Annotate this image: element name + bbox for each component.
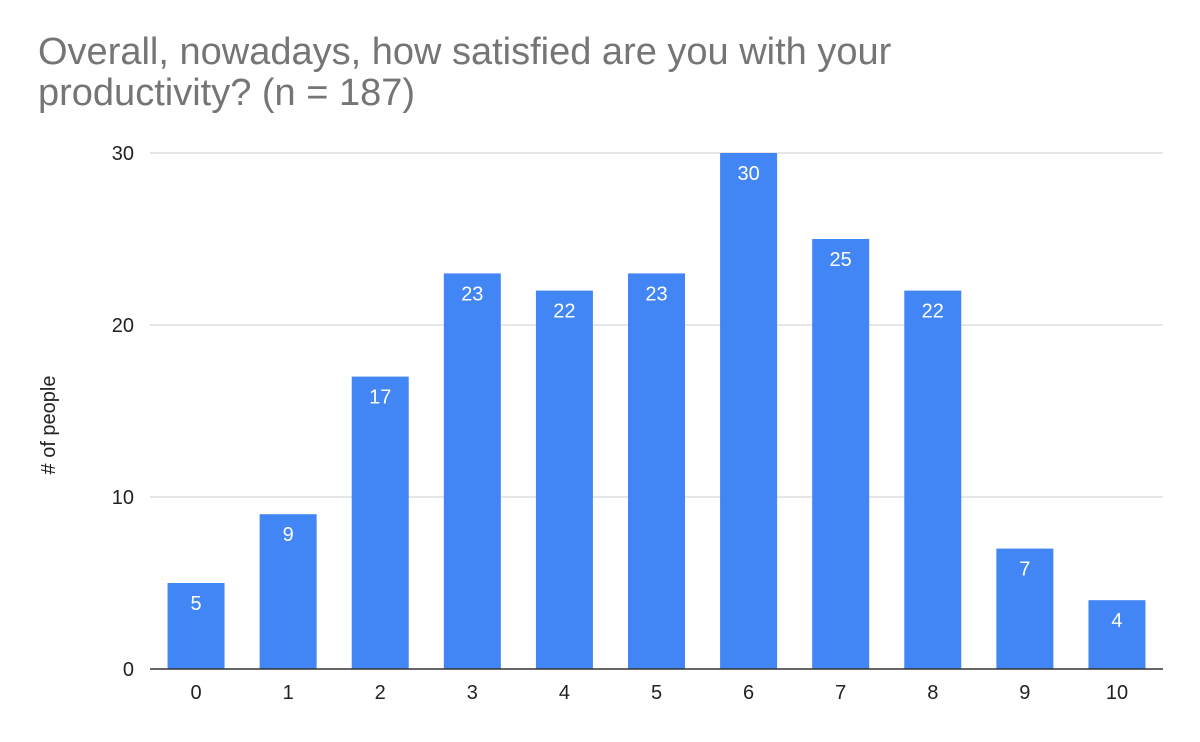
bar-data-label: 25 (830, 249, 852, 271)
x-tick-label: 10 (1106, 682, 1128, 704)
bar (443, 273, 501, 669)
bar (259, 514, 317, 669)
bar-data-label: 7 (1019, 559, 1030, 581)
bar-data-label: 4 (1111, 610, 1122, 632)
x-tick-label: 6 (743, 682, 754, 704)
bar (628, 273, 685, 669)
bar-data-label: 30 (737, 163, 759, 185)
bar (1088, 600, 1146, 669)
y-tick-label: 10 (112, 487, 134, 509)
x-tick-label: 9 (1019, 682, 1030, 704)
bar (720, 153, 778, 669)
bar (351, 376, 409, 669)
y-tick-label: 30 (112, 143, 134, 165)
x-tick-label: 8 (927, 682, 938, 704)
x-tick-label: 7 (835, 682, 846, 704)
x-tick-label: 5 (651, 682, 662, 704)
bar-data-label: 22 (922, 301, 944, 323)
chart-title: Overall, nowadays, how satisfied are you… (38, 31, 892, 114)
bar-data-label: 5 (190, 593, 201, 615)
x-tick-label: 3 (467, 682, 478, 704)
bar (996, 548, 1054, 669)
bar (812, 239, 870, 669)
x-tick-label: 2 (375, 682, 386, 704)
x-tick-label: 1 (283, 682, 294, 704)
bar (167, 583, 225, 669)
y-tick-label: 0 (123, 659, 134, 681)
y-axis-ticks: 0 10 20 30 (112, 143, 134, 681)
y-tick-label: 20 (112, 315, 134, 337)
bar-data-label: 17 (369, 387, 391, 409)
x-tick-label: 4 (559, 682, 570, 704)
y-axis-title: # of people (38, 376, 60, 475)
bar-data-label: 23 (645, 283, 667, 305)
bar-data-label: 22 (553, 301, 575, 323)
x-tick-label: 0 (190, 682, 201, 704)
bar-data-label: 9 (283, 524, 294, 546)
bars (167, 153, 1146, 669)
bar (535, 290, 593, 669)
data-labels: 5 9 17 23 22 23 30 25 22 7 4 (190, 163, 1122, 632)
bar-data-label: 23 (461, 283, 483, 305)
bar (904, 290, 962, 669)
x-axis-ticks: 0 1 2 3 4 5 6 7 8 9 10 (190, 682, 1128, 704)
